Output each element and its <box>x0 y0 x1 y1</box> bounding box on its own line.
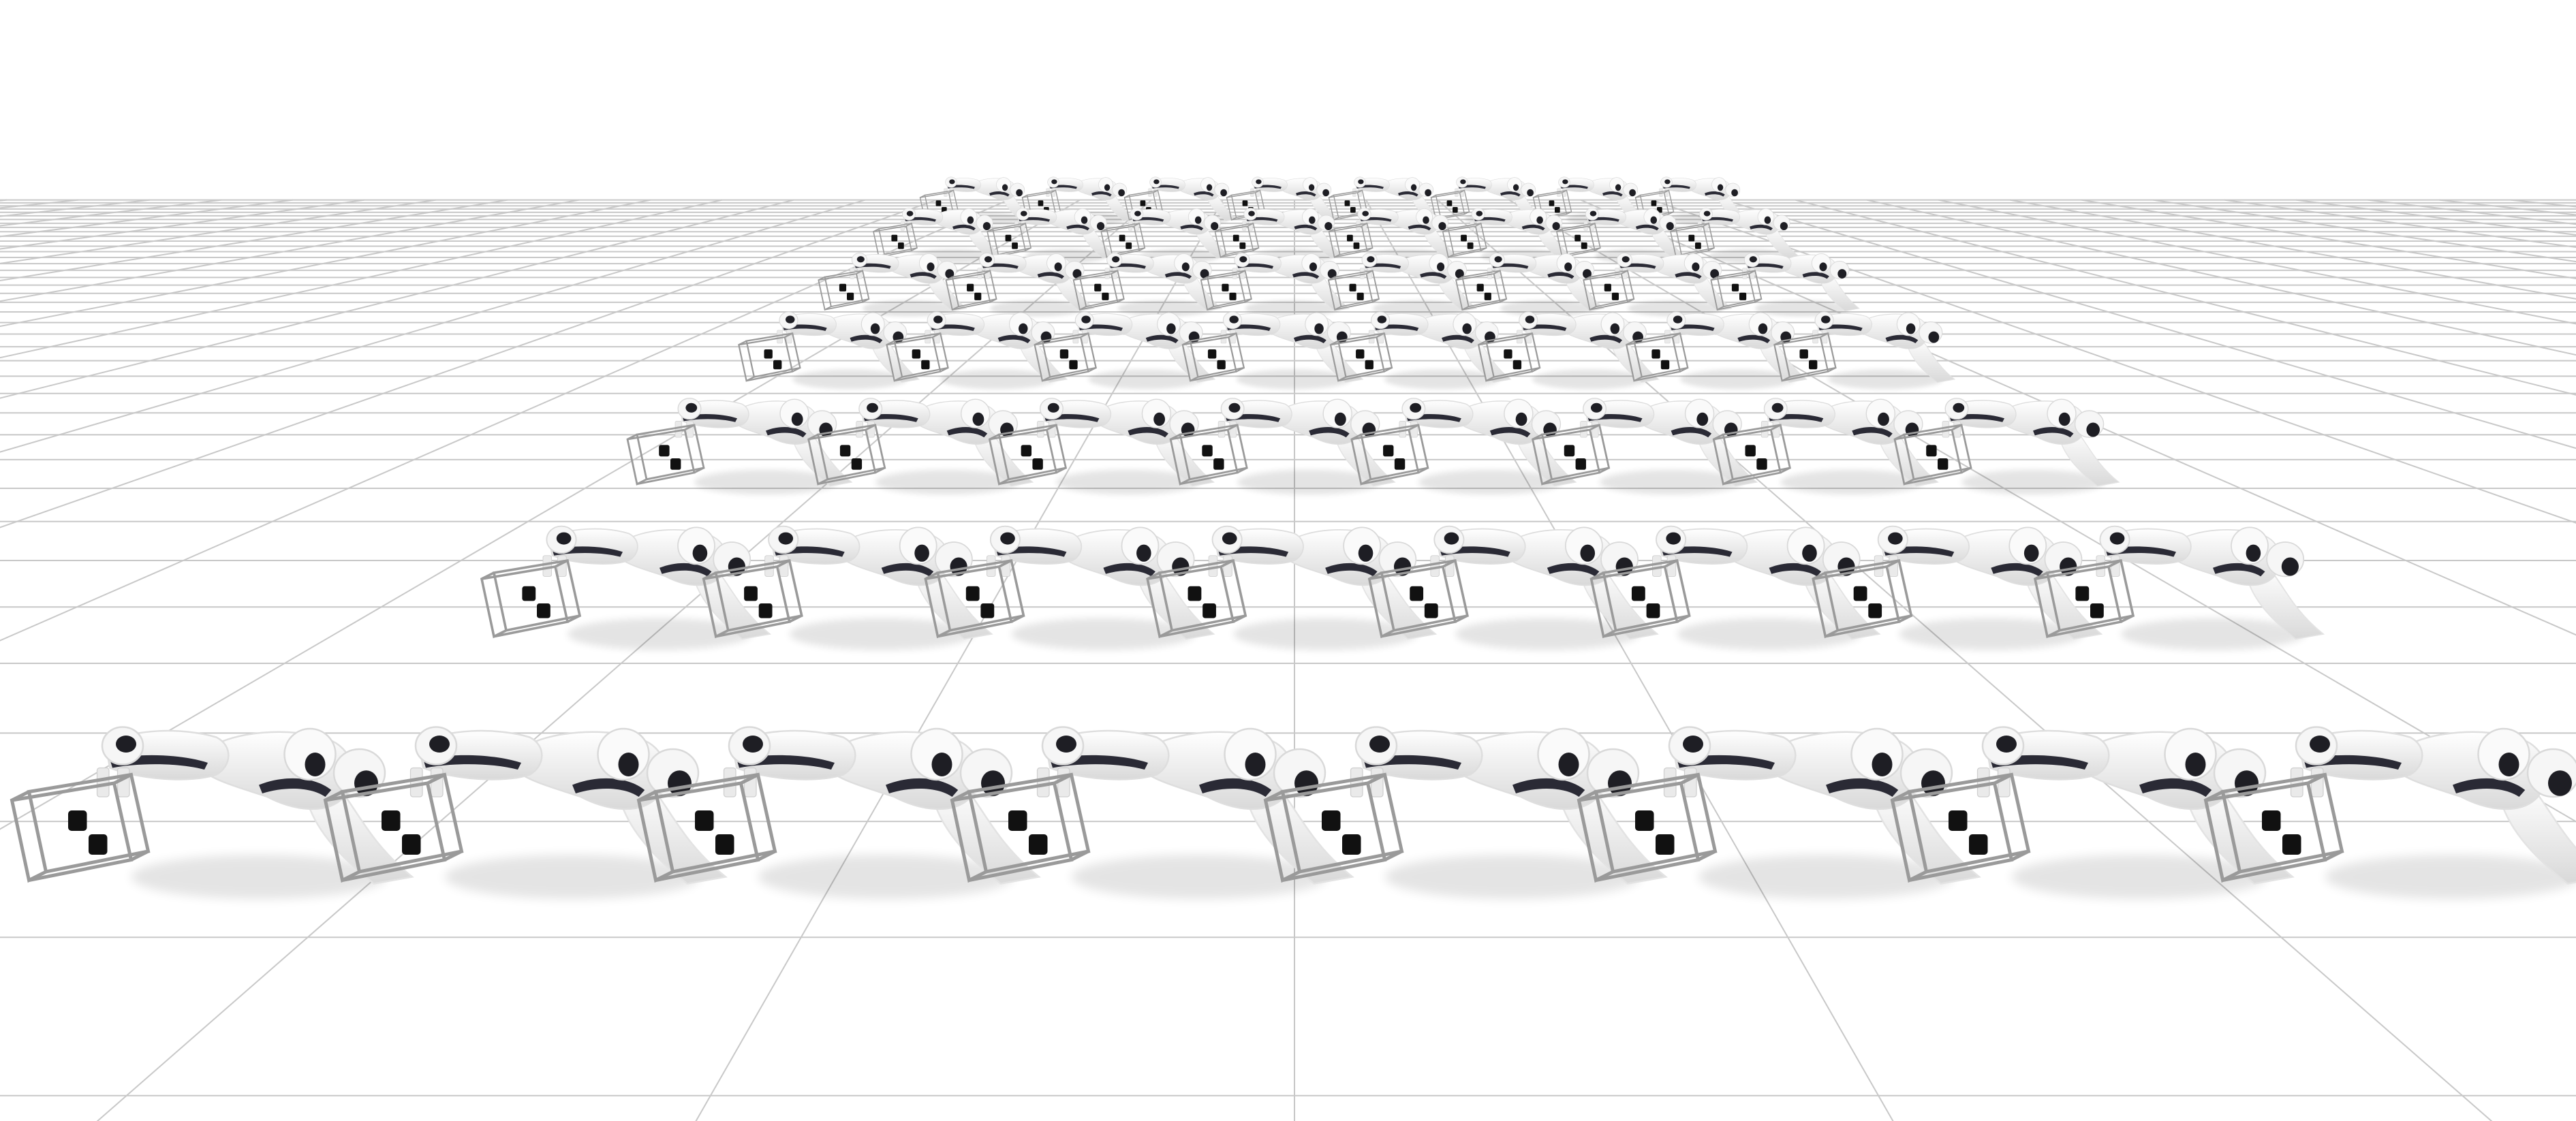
grid-line <box>0 199 866 453</box>
grid-line <box>1795 199 2576 396</box>
grid-line <box>1723 199 2576 449</box>
grid-line <box>2510 199 2576 208</box>
robot-arm <box>12 727 413 900</box>
grid-line <box>1866 199 2576 356</box>
grid-line <box>0 199 151 217</box>
grid-line <box>1938 199 2576 325</box>
grid-line <box>0 199 723 359</box>
grid-line <box>1651 199 2576 524</box>
robot-arm <box>639 727 1040 900</box>
grid-line <box>0 199 365 250</box>
grid-line <box>0 199 437 264</box>
grid-line <box>2224 199 2576 249</box>
robot-arm <box>1626 312 1806 390</box>
grid-line <box>0 199 508 282</box>
grid-line <box>0 199 7 202</box>
robot-arm <box>1035 312 1215 390</box>
grid-line <box>0 199 294 238</box>
grid-line <box>1580 199 2576 636</box>
grid-line <box>2295 199 2576 236</box>
grid-line <box>0 199 1009 642</box>
robot-arm <box>1478 312 1658 390</box>
robot-arm <box>739 312 918 390</box>
robot-arm <box>887 312 1067 390</box>
grid-line <box>0 199 79 209</box>
robot-arm <box>1579 727 1980 900</box>
robot-arm <box>952 727 1353 900</box>
robot-arm <box>326 727 726 900</box>
robot-arm <box>1183 312 1363 390</box>
robot-arm <box>2206 727 2576 900</box>
robot-arm <box>1893 727 2293 900</box>
grid-line <box>2438 199 2576 216</box>
grid-line <box>0 199 794 399</box>
grid-line <box>2152 199 2576 263</box>
robot-arm <box>1266 727 1666 900</box>
grid-line <box>96 199 1152 1121</box>
grid-line <box>2009 199 2576 300</box>
grid-line <box>2367 199 2576 225</box>
grid-line <box>0 199 651 328</box>
robot-arm <box>1331 312 1510 390</box>
grid-line <box>0 199 937 528</box>
grid-line <box>0 199 222 227</box>
robot-arm <box>1774 312 1954 390</box>
robot-arm <box>2035 526 2323 650</box>
